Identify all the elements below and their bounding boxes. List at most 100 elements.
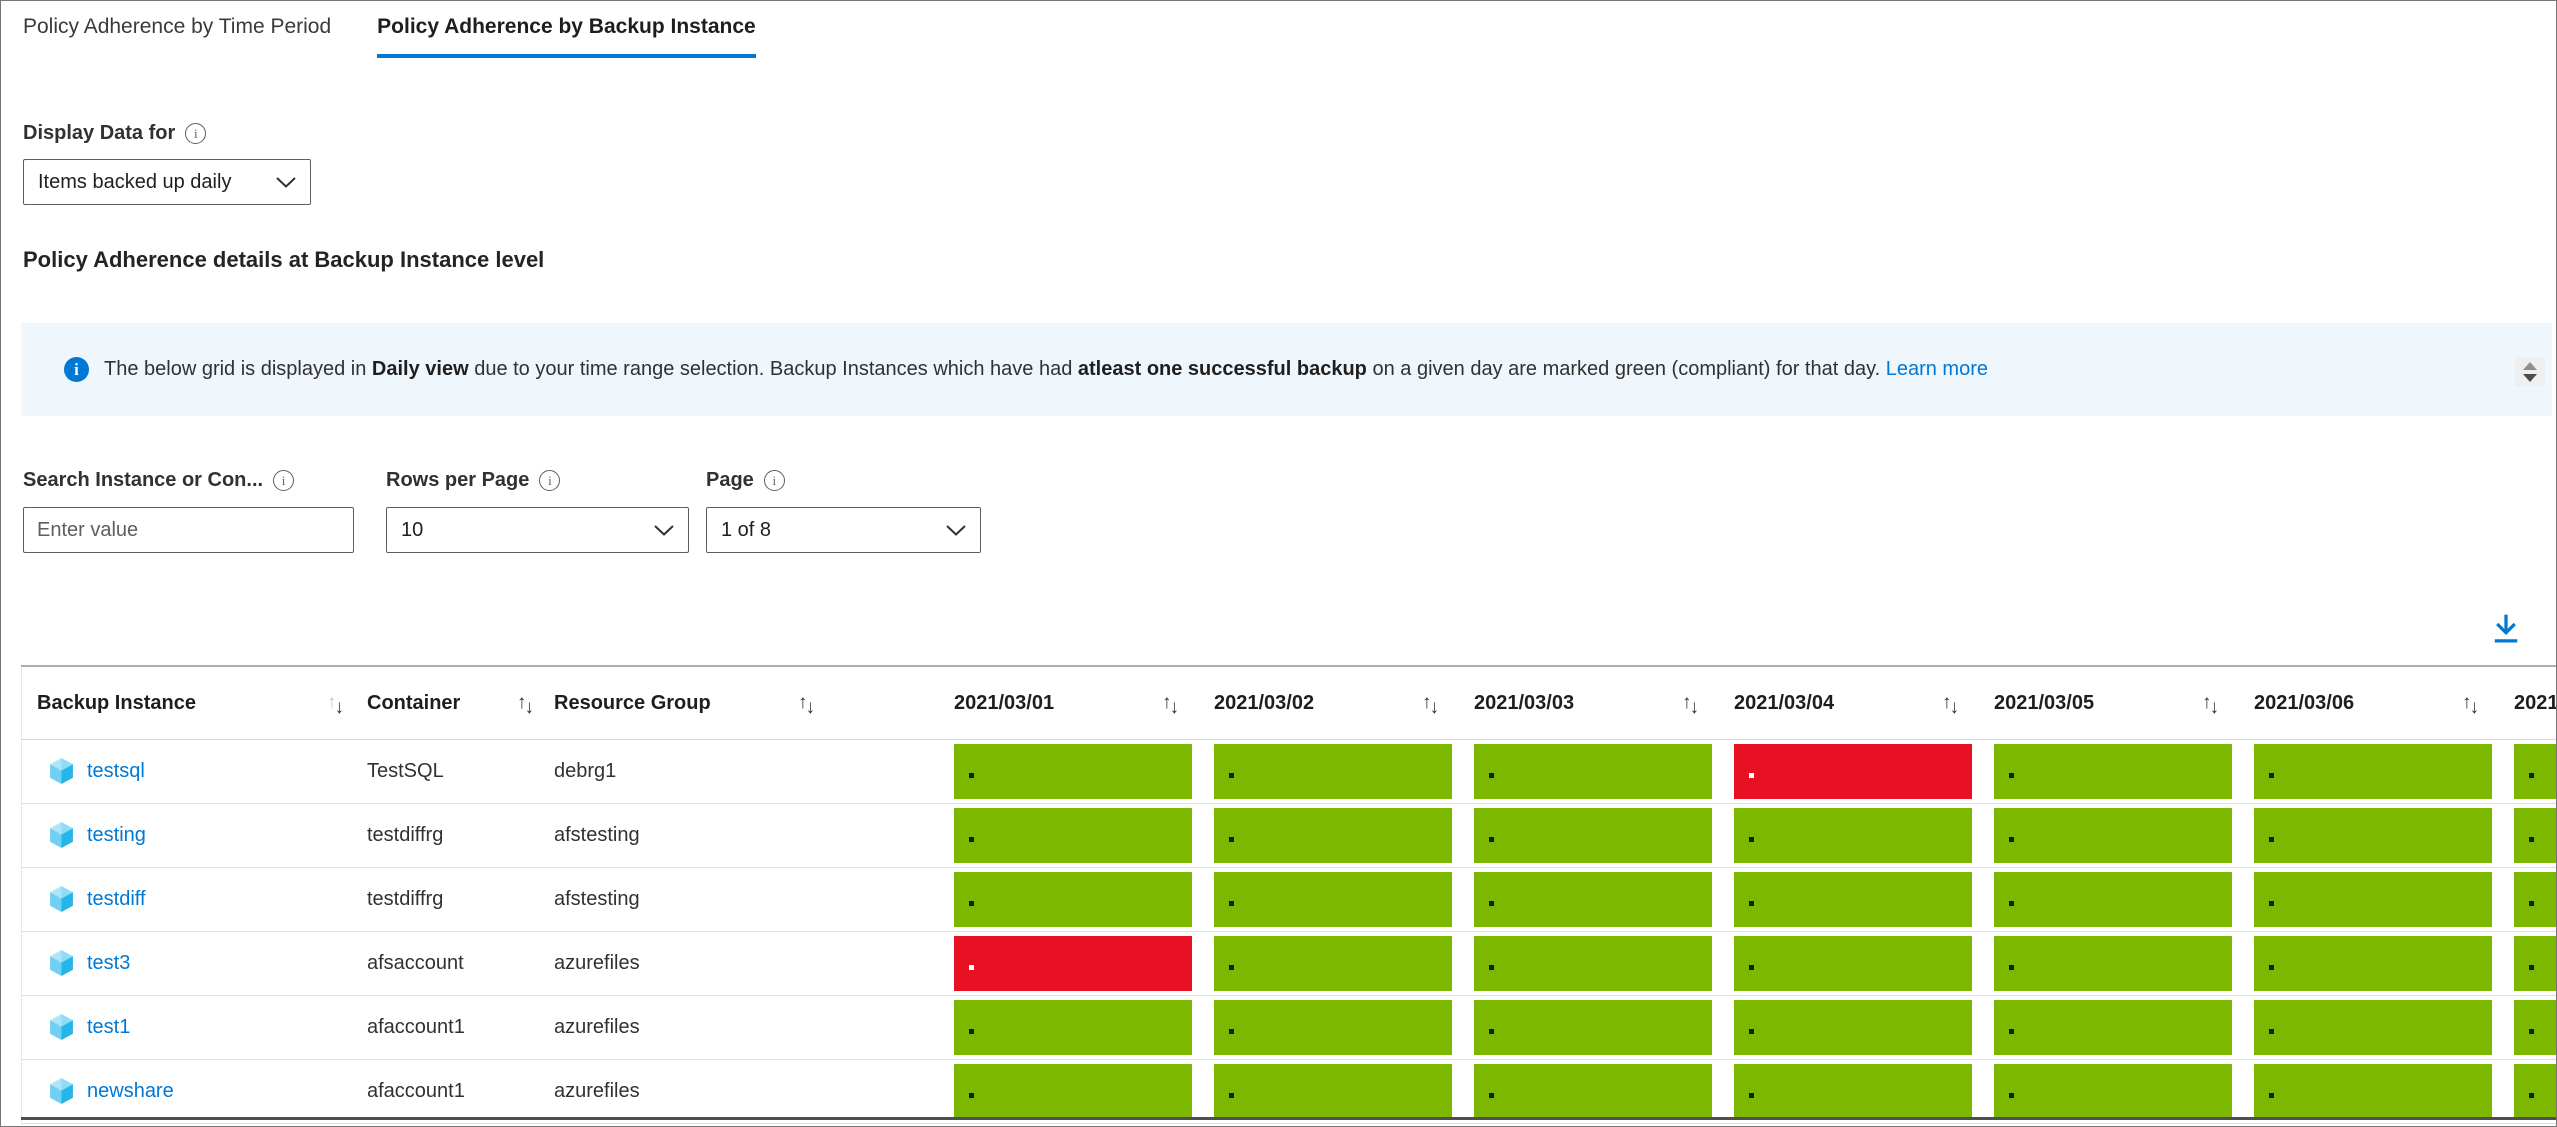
instance-link[interactable]: testdiff (87, 888, 146, 910)
backup-instance-cell: testsql (22, 740, 354, 803)
status-block (1734, 808, 1972, 863)
tab-policy-adherence-by-backup-instance[interactable]: Policy Adherence by Backup Instance (377, 15, 756, 58)
instance-link[interactable]: test1 (87, 1016, 131, 1038)
sort-icon[interactable]: ↑ ↓ (517, 692, 534, 718)
status-block (2514, 1000, 2556, 1055)
status-block (1994, 872, 2232, 927)
tab-bar: Policy Adherence by Time Period Policy A… (23, 15, 756, 58)
page-value: 1 of 8 (721, 518, 772, 541)
status-block (2254, 744, 2492, 799)
banner-scroll-spinner[interactable] (2515, 357, 2545, 386)
sort-icon[interactable]: ↑ ↓ (2202, 692, 2219, 718)
sort-icon[interactable]: ↑ ↓ (1422, 692, 1439, 718)
status-dot (2009, 1029, 2014, 1034)
status-cell (1464, 996, 1724, 1059)
status-block (954, 808, 1192, 863)
sort-icon[interactable]: ↑ ↓ (327, 692, 344, 718)
status-dot (2009, 773, 2014, 778)
status-cell (944, 932, 1204, 995)
column-label: 2021/03/07 (2514, 691, 2556, 714)
info-banner: i The below grid is displayed in Daily v… (21, 323, 2552, 416)
sort-down-icon: ↓ (1169, 697, 1179, 718)
status-block (2514, 808, 2556, 863)
status-block (954, 744, 1192, 799)
status-cell (1204, 1060, 1464, 1123)
info-icon[interactable]: i (185, 123, 207, 144)
status-dot (2269, 1029, 2274, 1034)
instance-link[interactable]: newshare (87, 1080, 174, 1102)
chevron-down-icon (276, 176, 296, 188)
backup-instance-icon (50, 950, 73, 976)
status-cell (944, 868, 1204, 931)
container-cell: testdiffrg (367, 888, 444, 910)
status-block (2254, 808, 2492, 863)
info-icon[interactable]: i (273, 470, 295, 491)
status-block (1214, 1000, 1452, 1055)
column-label: 2021/03/05 (1994, 691, 2095, 714)
sort-down-icon: ↓ (1429, 697, 1439, 718)
column-header-date: 2021/03/02 ↑ ↓ (1204, 667, 1464, 739)
status-block (1214, 808, 1452, 863)
sort-icon[interactable]: ↑ ↓ (1682, 692, 1699, 718)
status-block (1734, 1000, 1972, 1055)
page-label: Page i (706, 469, 785, 492)
sort-icon[interactable]: ↑ ↓ (1942, 692, 1959, 718)
sort-icon[interactable]: ↑ ↓ (798, 692, 815, 718)
status-cell (2504, 1060, 2556, 1123)
search-label-text: Search Instance or Con... (23, 469, 264, 491)
status-block (954, 1064, 1192, 1119)
status-block (2254, 936, 2492, 991)
status-block (2254, 1064, 2492, 1119)
status-block (954, 872, 1192, 927)
instance-link[interactable]: testing (87, 824, 146, 846)
page-dropdown[interactable]: 1 of 8 (706, 507, 981, 553)
status-block (1474, 1064, 1712, 1119)
status-cell (1984, 932, 2244, 995)
status-cell (1984, 996, 2244, 1059)
status-block (1214, 744, 1452, 799)
info-icon[interactable]: i (763, 470, 785, 491)
backup-instance-cell: test1 (22, 996, 354, 1059)
status-cell (1724, 996, 1984, 1059)
grid-bottom-scroll-edge[interactable] (21, 1117, 2556, 1120)
tab-policy-adherence-by-time-period[interactable]: Policy Adherence by Time Period (23, 15, 332, 38)
column-header-container: Container ↑ ↓ (354, 667, 542, 739)
backup-instance-cell: newshare (22, 1060, 354, 1123)
status-cell (1464, 740, 1724, 803)
instance-link[interactable]: testsql (87, 760, 145, 782)
status-block (1734, 1064, 1972, 1119)
info-icon[interactable]: i (539, 470, 561, 491)
status-cell (1724, 1060, 1984, 1123)
display-data-dropdown[interactable]: Items backed up daily (23, 159, 311, 205)
status-cell (1204, 868, 1464, 931)
status-cell (2244, 740, 2504, 803)
column-label: 2021/03/04 (1734, 691, 1835, 714)
instance-link[interactable]: test3 (87, 952, 131, 974)
status-dot (2529, 901, 2534, 906)
status-dot (1229, 901, 1234, 906)
learn-more-link[interactable]: Learn more (1885, 358, 1988, 380)
status-cell (1724, 932, 1984, 995)
column-label: 2021/03/06 (2254, 691, 2355, 714)
download-icon[interactable] (2491, 612, 2521, 646)
rows-per-page-dropdown[interactable]: 10 (386, 507, 689, 553)
status-dot (1749, 1093, 1754, 1098)
status-block (1734, 872, 1972, 927)
status-block (1994, 808, 2232, 863)
column-label: 2021/03/01 (954, 691, 1055, 714)
search-input[interactable] (23, 507, 354, 553)
sort-icon[interactable]: ↑ ↓ (2462, 692, 2479, 718)
status-block (954, 936, 1192, 991)
status-dot (2529, 837, 2534, 842)
status-block (1214, 936, 1452, 991)
spinner-up-icon[interactable] (2523, 361, 2537, 370)
sort-up-icon: ↑ (2462, 692, 2471, 713)
container-cell: afaccount1 (367, 1080, 465, 1102)
sort-down-icon: ↓ (524, 697, 534, 718)
status-block (1474, 936, 1712, 991)
status-cell (944, 1060, 1204, 1123)
column-header-date: 2021/03/05 ↑ ↓ (1984, 667, 2244, 739)
sort-icon[interactable]: ↑ ↓ (1162, 692, 1179, 718)
spinner-down-icon[interactable] (2523, 373, 2537, 382)
